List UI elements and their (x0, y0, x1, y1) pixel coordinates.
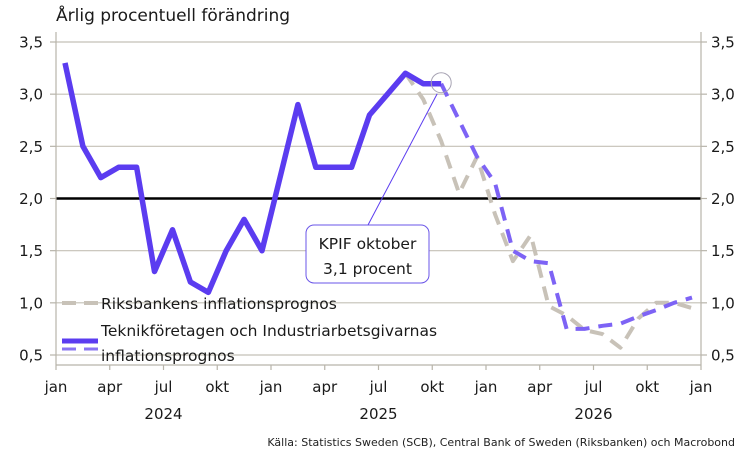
y-tick-label-right: 1,0 (711, 294, 735, 312)
annotation-line2: 3,1 procent (323, 260, 412, 278)
x-tick-label: jan (474, 378, 498, 396)
x-tick-label: jan (259, 378, 283, 396)
y-tick-label-right: 2,5 (711, 138, 735, 156)
x-tick-label: jul (369, 378, 388, 396)
y-tick-label-left: 2,5 (19, 138, 43, 156)
source-note: Källa: Statistics Sweden (SCB), Central … (267, 436, 735, 449)
x-axis-ticks: jan apr jul okt jan apr jul okt jan apr jul okt jan 2… (44, 365, 713, 423)
y-tick-label-left: 2,0 (19, 190, 43, 208)
y-tick-label-right: 2,0 (711, 190, 735, 208)
y-tick-label-left: 0,5 (19, 347, 43, 365)
chart-title: Årlig procentuell förändring (56, 4, 290, 26)
x-tick-label: apr (312, 378, 338, 396)
annotation-box (305, 224, 430, 284)
series-line-2 (439, 82, 693, 331)
series-line-0 (62, 62, 442, 296)
y-axis-right-ticks: 0,5 1,0 1,5 2,0 2,5 3,0 3,5 (701, 34, 735, 365)
y-tick-label-right: 0,5 (711, 347, 735, 365)
legend-label-riksbank: Riksbankens inflationsprognos (101, 295, 337, 313)
x-tick-label: okt (205, 378, 229, 396)
annotation: KPIF oktober 3,1 procent (305, 72, 452, 284)
y-axis-left-ticks: 0,5 1,0 1,5 2,0 2,5 3,0 3,5 (19, 34, 56, 365)
y-tick-label-left: 3,5 (19, 34, 43, 52)
y-tick-label-left: 1,5 (19, 242, 43, 260)
x-tick-label: jul (584, 378, 603, 396)
series-lines (62, 62, 693, 350)
y-tick-label-right: 3,5 (711, 34, 735, 52)
y-tick-label-left: 1,0 (19, 294, 43, 312)
x-tick-label: jan (689, 378, 713, 396)
y-tick-label-left: 3,0 (19, 86, 43, 104)
x-tick-label: okt (635, 378, 659, 396)
annotation-line1: KPIF oktober (319, 235, 417, 253)
year-label: 2026 (574, 405, 612, 423)
year-label: 2024 (144, 405, 182, 423)
series-line-1 (403, 72, 693, 350)
y-tick-label-right: 3,0 (711, 86, 735, 104)
x-tick-label: apr (97, 378, 123, 396)
annotation-connector (367, 93, 438, 226)
y-tick-label-right: 1,5 (711, 242, 735, 260)
x-tick-label: jul (154, 378, 173, 396)
highlight-circle (430, 72, 452, 94)
legend: Riksbankens inflationsprognos Teknikföret… (62, 295, 437, 365)
x-tick-label: jan (44, 378, 68, 396)
legend-label-teknik-line2: inflationsprognos (101, 347, 235, 365)
x-tick-label: apr (527, 378, 553, 396)
year-label: 2025 (359, 405, 397, 423)
legend-label-teknik-line1: Teknikföretagen och Industriarbetsgivarn… (100, 322, 437, 340)
x-tick-label: okt (420, 378, 444, 396)
